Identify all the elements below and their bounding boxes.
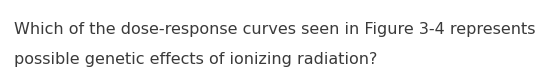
Text: Which of the dose-response curves seen in Figure 3-4 represents: Which of the dose-response curves seen i…	[14, 22, 536, 37]
Text: possible genetic effects of ionizing radiation?: possible genetic effects of ionizing rad…	[14, 52, 377, 67]
